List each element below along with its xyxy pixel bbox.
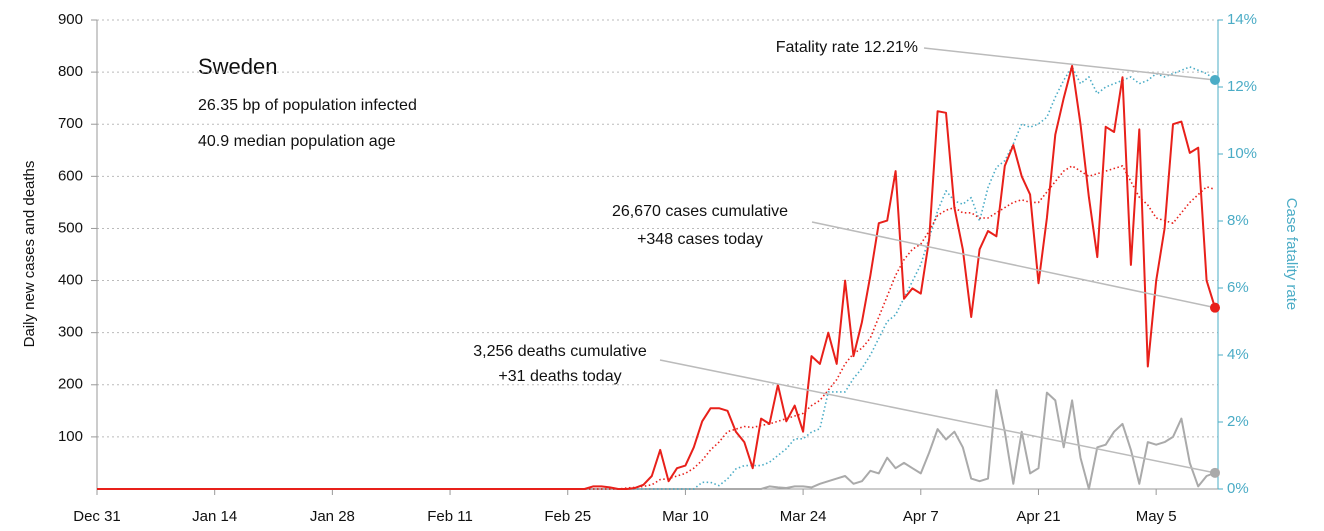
y2-tick-label: 10%: [1227, 145, 1257, 162]
x-tick-label: Jan 28: [310, 508, 355, 525]
series-line: [97, 165, 1216, 490]
x-tick-label: Mar 24: [780, 508, 827, 525]
y-tick-label: 900: [58, 11, 83, 28]
leader-line: [659, 359, 1216, 474]
end-point: [1210, 302, 1220, 313]
leader-line: [811, 221, 1216, 309]
end-point: [1210, 74, 1220, 85]
x-tick-label: Apr 21: [1016, 508, 1060, 525]
y2-tick-label: 14%: [1227, 11, 1257, 28]
y-tick-label: 400: [58, 272, 83, 289]
y2-tick-label: 8%: [1227, 212, 1249, 229]
x-tick-label: Dec 31: [73, 508, 121, 525]
x-tick-label: May 5: [1136, 508, 1177, 525]
y2-axis-title: Case fatality rate: [1283, 198, 1300, 311]
y-axis-title: Daily new cases and deaths: [21, 161, 38, 348]
y-tick-label: 100: [58, 428, 83, 445]
annotation: Fatality rate 12.21%: [776, 39, 918, 56]
chart-title: Sweden: [198, 54, 278, 79]
x-tick-label: Mar 10: [662, 508, 709, 525]
y-tick-label: 800: [58, 63, 83, 80]
y-tick-label: 500: [58, 219, 83, 236]
subtitle: 26.35 bp of population infected: [198, 97, 417, 114]
annotation: 26,670 cases cumulative: [612, 203, 788, 220]
y2-tick-label: 4%: [1227, 346, 1249, 363]
y2-tick-label: 2%: [1227, 413, 1249, 430]
y-tick-label: 700: [58, 115, 83, 132]
end-point: [1210, 467, 1220, 478]
y-tick-label: 200: [58, 376, 83, 393]
annotation: 3,256 deaths cumulative: [473, 343, 647, 360]
y2-tick-label: 6%: [1227, 279, 1249, 296]
y2-tick-label: 0%: [1227, 480, 1249, 497]
y-tick-label: 300: [58, 324, 83, 341]
annotation: +31 deaths today: [498, 368, 621, 385]
leader-line: [923, 47, 1216, 81]
series-line: [97, 64, 1216, 490]
y-tick-label: 600: [58, 167, 83, 184]
y2-tick-label: 12%: [1227, 78, 1257, 95]
x-tick-label: Jan 14: [192, 508, 237, 525]
x-tick-label: Feb 11: [427, 508, 473, 525]
series-line: [97, 66, 1216, 490]
subtitle: 40.9 median population age: [198, 133, 396, 150]
x-tick-label: Apr 7: [903, 508, 939, 525]
annotation: +348 cases today: [637, 231, 763, 248]
x-tick-label: Feb 25: [544, 508, 591, 525]
